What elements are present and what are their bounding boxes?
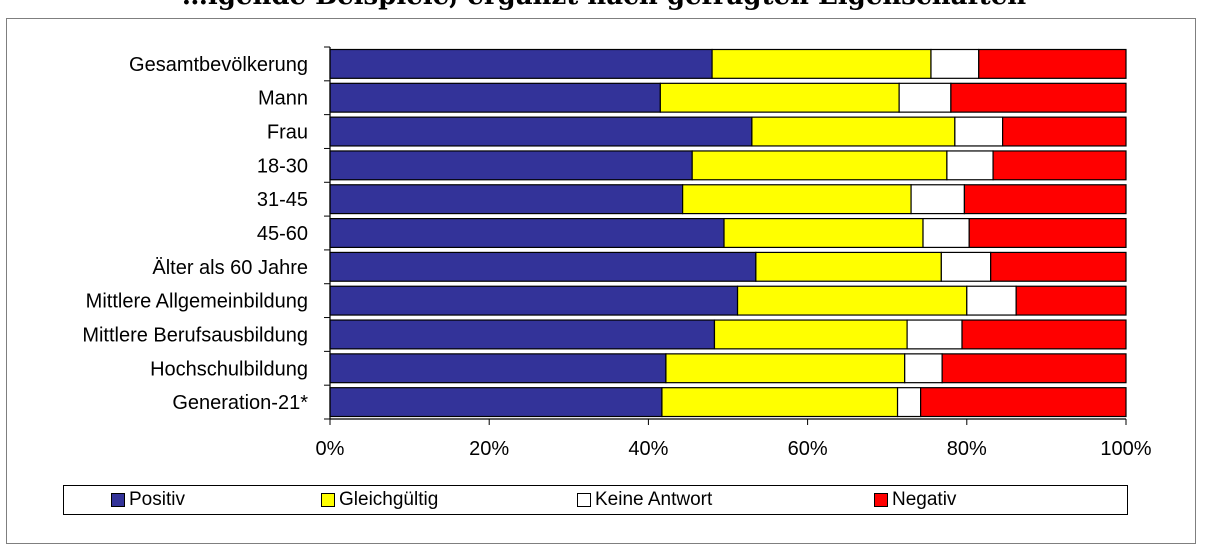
bar-positiv-alter-als-60-jahre: [329, 251, 757, 282]
bar-gleichgultig-mittlere-berufsausbildung: [713, 319, 908, 350]
bar-gleichgultig-frau: [751, 116, 956, 147]
bar-keine-antwort-mittlere-allgemeinbildung: [966, 285, 1017, 316]
bar-positiv-mittlere-berufsausbildung: [329, 319, 716, 350]
bar-negativ-mann: [950, 82, 1127, 113]
category-label: Generation-21*: [172, 392, 308, 414]
bar-gleichgultig-31-45: [682, 184, 912, 215]
legend-label: Negativ: [892, 489, 957, 510]
bar-keine-antwort-45-60: [922, 217, 970, 249]
bar-positiv-31-45: [329, 184, 684, 215]
bar-keine-antwort-mann: [898, 82, 952, 113]
bar-positiv-mann: [329, 82, 661, 113]
bar-gleichgultig-18-30: [691, 150, 948, 181]
category-label: Gesamtbevölkerung: [129, 54, 308, 76]
x-tick-label: 20%: [469, 438, 509, 460]
x-tick-label: 80%: [947, 438, 987, 460]
category-label: Frau: [267, 122, 308, 144]
legend-label: Keine Antwort: [595, 489, 713, 510]
legend-swatch: [111, 493, 125, 507]
bar-keine-antwort-generation-21: [896, 387, 922, 418]
legend-swatch: [321, 493, 335, 507]
bar-negativ-mittlere-allgemeinbildung: [1015, 285, 1127, 316]
bar-keine-antwort-mittlere-berufsausbildung: [906, 319, 963, 350]
category-label: Hochschulbildung: [150, 358, 308, 380]
bar-negativ-hochschulbildung: [941, 353, 1127, 384]
bar-positiv-18-30: [329, 150, 693, 181]
bar-keine-antwort-31-45: [910, 184, 966, 215]
bar-negativ-45-60: [968, 217, 1127, 249]
bar-positiv-gesamtbevolkerung: [329, 48, 713, 79]
bar-gleichgultig-alter-als-60-jahre: [755, 251, 942, 282]
x-tick-label: 0%: [316, 438, 345, 460]
bar-gleichgultig-mann: [659, 82, 900, 113]
legend-item-positiv: Positiv: [111, 486, 185, 514]
legend-label: Positiv: [129, 489, 185, 510]
chart-frame: [6, 18, 1196, 544]
bar-negativ-frau: [1002, 116, 1127, 147]
x-tick-label: 40%: [628, 438, 668, 460]
bar-keine-antwort-alter-als-60-jahre: [940, 251, 992, 282]
category-label: 31-45: [257, 189, 308, 211]
legend-item-keine-antwort: Keine Antwort: [577, 486, 712, 514]
x-tick-label: 60%: [788, 438, 828, 460]
category-label: Mittlere Allgemeinbildung: [86, 291, 308, 313]
bar-positiv-frau: [329, 116, 753, 147]
bar-negativ-31-45: [963, 184, 1127, 215]
legend-label: Gleichgültig: [339, 489, 439, 510]
category-label: 45-60: [257, 223, 308, 245]
category-label: Mittlere Berufsausbildung: [82, 324, 308, 346]
bar-gleichgultig-hochschulbildung: [665, 353, 906, 384]
bar-negativ-alter-als-60-jahre: [990, 251, 1127, 282]
bar-negativ-gesamtbevolkerung: [978, 48, 1127, 79]
bar-gleichgultig-45-60: [723, 217, 924, 249]
x-tick-label: 100%: [1100, 438, 1151, 460]
chart-title: …igende Beispiele, ergänzt nach gefragte…: [0, 0, 1208, 11]
bar-positiv-hochschulbildung: [329, 353, 667, 384]
bar-keine-antwort-hochschulbildung: [904, 353, 943, 384]
legend-item-gleichgultig: Gleichgültig: [321, 486, 438, 514]
legend-swatch: [874, 493, 888, 507]
legend: Positiv Gleichgültig Keine Antwort Negativ: [63, 485, 1128, 515]
category-label: 18-30: [257, 155, 308, 177]
legend-item-negativ: Negativ: [874, 486, 956, 514]
bar-keine-antwort-frau: [954, 116, 1004, 147]
bar-negativ-generation-21: [920, 387, 1127, 418]
bar-positiv-45-60: [329, 217, 725, 249]
bar-negativ-18-30: [992, 150, 1127, 181]
bar-keine-antwort-gesamtbevolkerung: [930, 48, 980, 79]
bar-positiv-mittlere-allgemeinbildung: [329, 285, 739, 316]
bar-positiv-generation-21: [329, 387, 663, 418]
bar-keine-antwort-18-30: [946, 150, 994, 181]
bar-gleichgultig-gesamtbevolkerung: [711, 48, 932, 79]
legend-swatch: [577, 493, 591, 507]
category-label: Mann: [258, 88, 308, 110]
bar-negativ-mittlere-berufsausbildung: [961, 319, 1127, 350]
category-label: Älter als 60 Jahre: [152, 257, 308, 279]
bar-gleichgultig-generation-21: [661, 387, 899, 418]
bar-gleichgultig-mittlere-allgemeinbildung: [736, 285, 968, 316]
